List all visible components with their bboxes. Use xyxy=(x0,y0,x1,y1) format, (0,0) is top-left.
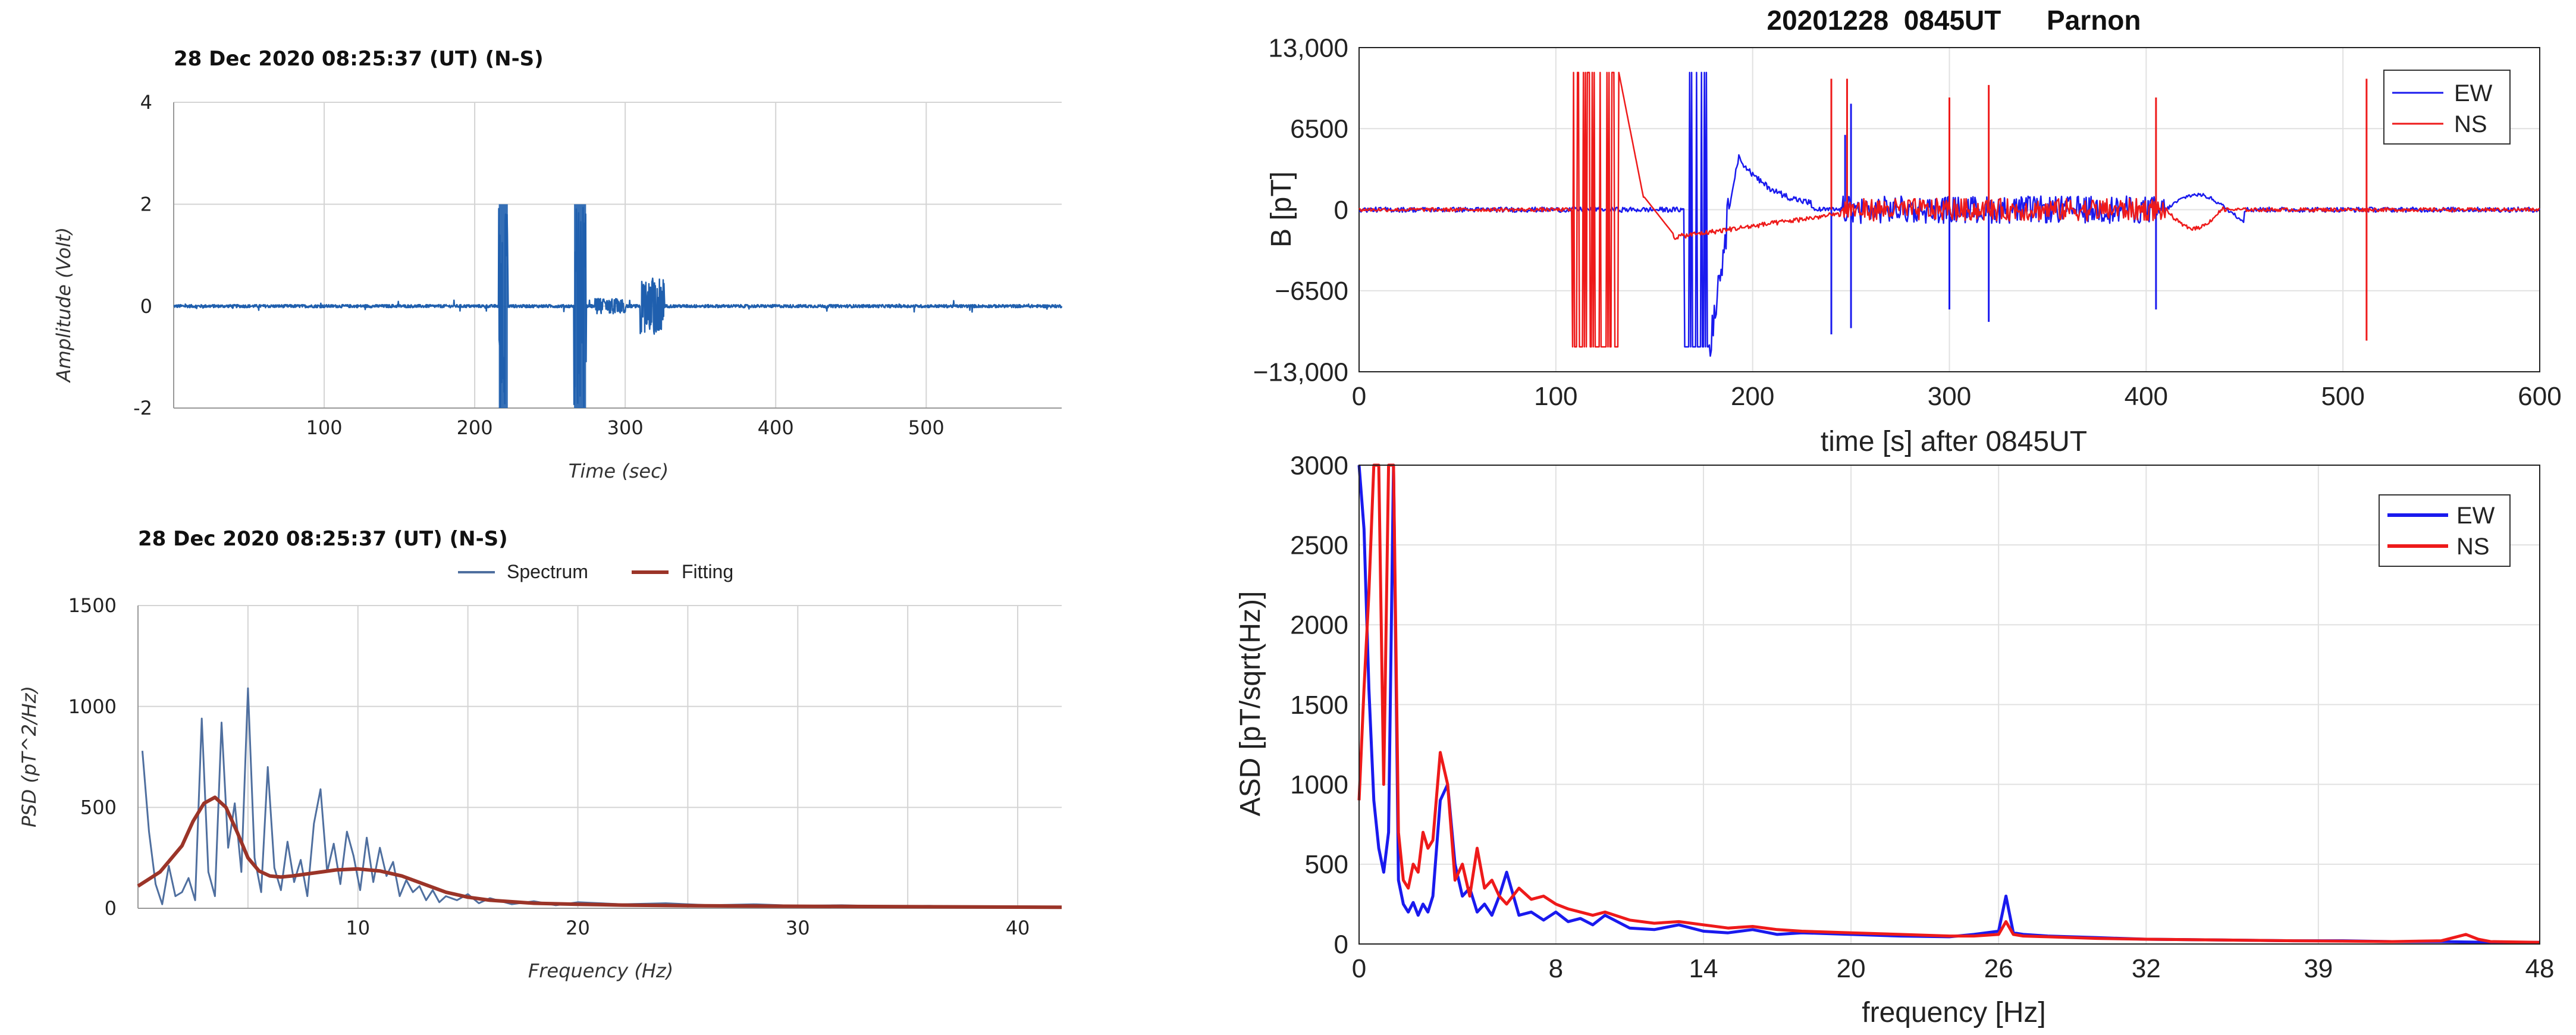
x-tick-label: 20 xyxy=(1837,954,1866,983)
y-tick-label: 0 xyxy=(140,295,152,318)
x-tick-label: 400 xyxy=(2125,382,2168,411)
y-tick-label: −6500 xyxy=(1275,277,1348,306)
legend-box xyxy=(2379,494,2511,567)
y-tick-label: 0 xyxy=(1334,930,1348,959)
series-ns xyxy=(1357,463,2540,944)
x-tick-label: 500 xyxy=(908,416,945,439)
chart-title: 20201228 0845UT Parnon xyxy=(1767,5,2141,36)
x-tick-label: 48 xyxy=(2525,954,2555,983)
y-tick-label: 6500 xyxy=(1290,115,1348,144)
y-tick-label: 2000 xyxy=(1290,611,1348,640)
x-tick-label: 0 xyxy=(1352,382,1366,411)
plot-frame-top xyxy=(1358,465,2540,945)
legend-label-ew: EW xyxy=(2454,80,2493,106)
series-fitting xyxy=(137,795,1062,909)
series-signal xyxy=(173,206,1063,408)
x-tick-label: 40 xyxy=(1006,917,1030,939)
y-tick-label: 0 xyxy=(105,897,117,920)
x-tick-label: 10 xyxy=(346,917,370,939)
y-axis-label: B [pT] xyxy=(1266,171,1297,247)
chart-title: 28 Dec 2020 08:25:37 (UT) (N-S) xyxy=(174,47,544,71)
x-tick-label: 600 xyxy=(2518,382,2561,411)
y-tick-label: -2 xyxy=(133,397,152,419)
x-tick-label: 200 xyxy=(457,416,493,439)
x-tick-label: 500 xyxy=(2321,382,2364,411)
chart-time-ns: 28 Dec 2020 08:25:37 (UT) (N-S) Amplitud… xyxy=(52,47,1063,482)
y-tick-label: −13,000 xyxy=(1253,357,1348,387)
y-tick-label: 500 xyxy=(80,796,117,819)
legend-label-ns: NS xyxy=(2454,111,2487,137)
y-tick-label: 3000 xyxy=(1290,451,1348,480)
legend: Spectrum Fitting xyxy=(458,561,733,582)
x-tick-label: 0 xyxy=(1352,954,1366,983)
x-tick-label: 300 xyxy=(607,416,644,439)
chart-parnon-time: 20201228 0845UT Parnon B [pT] time [s] a… xyxy=(1253,5,2562,457)
chart-parnon-asd: ASD [pT/sqrt(Hz)] frequency [Hz] 0 8 14 20 2… xyxy=(1235,451,2554,1028)
y-tick-label: 500 xyxy=(1305,850,1348,879)
x-axis-label: Frequency (Hz) xyxy=(528,959,673,982)
legend-box xyxy=(2383,70,2511,145)
y-tick-label: 1000 xyxy=(1290,770,1348,799)
y-tick-label: 1500 xyxy=(68,594,117,617)
x-tick-label: 400 xyxy=(758,416,794,439)
y-tick-label: 13,000 xyxy=(1268,33,1348,62)
burst-block xyxy=(574,204,586,408)
y-tick-label: 1500 xyxy=(1290,691,1348,720)
y-tick-label: 1000 xyxy=(68,695,117,718)
y-axis-label: ASD [pT/sqrt(Hz)] xyxy=(1235,591,1266,817)
y-tick-label: 2500 xyxy=(1290,531,1348,560)
x-tick-label: 20 xyxy=(566,917,590,939)
x-tick-label: 26 xyxy=(1984,954,2013,983)
x-tick-label: 32 xyxy=(2132,954,2161,983)
x-axis-label: time [s] after 0845UT xyxy=(1821,426,2087,457)
y-axis-label: PSD (pT^2/Hz) xyxy=(18,686,40,827)
y-axis-label: Amplitude (Volt) xyxy=(52,227,75,383)
burst-block xyxy=(498,204,508,408)
y-tick-label: 0 xyxy=(1334,196,1348,225)
legend: EW NS xyxy=(2379,494,2511,567)
x-tick-label: 300 xyxy=(1928,382,1971,411)
x-tick-label: 100 xyxy=(306,416,343,439)
legend-label-ew: EW xyxy=(2456,503,2495,529)
x-tick-label: 30 xyxy=(786,917,810,939)
x-axis-label: frequency [Hz] xyxy=(1862,997,2045,1028)
x-tick-label: 39 xyxy=(2304,954,2333,983)
x-tick-label: 200 xyxy=(1731,382,1774,411)
x-tick-label: 100 xyxy=(1534,382,1577,411)
chart-psd-ns: 28 Dec 2020 08:25:37 (UT) (N-S) PSD (pT^… xyxy=(18,527,1062,982)
legend: EW NS xyxy=(2383,70,2511,145)
series-spectrum xyxy=(141,687,1062,908)
legend-label-fitting: Fitting xyxy=(682,561,733,582)
y-tick-label: 4 xyxy=(140,91,152,114)
y-tick-label: 2 xyxy=(140,193,152,216)
chart-title: 28 Dec 2020 08:25:37 (UT) (N-S) xyxy=(138,527,508,551)
x-tick-label: 14 xyxy=(1689,954,1718,983)
legend-label-spectrum: Spectrum xyxy=(507,561,588,582)
legend-label-ns: NS xyxy=(2456,534,2490,560)
x-tick-label: 8 xyxy=(1549,954,1563,983)
x-axis-label: Time (sec) xyxy=(569,460,669,482)
